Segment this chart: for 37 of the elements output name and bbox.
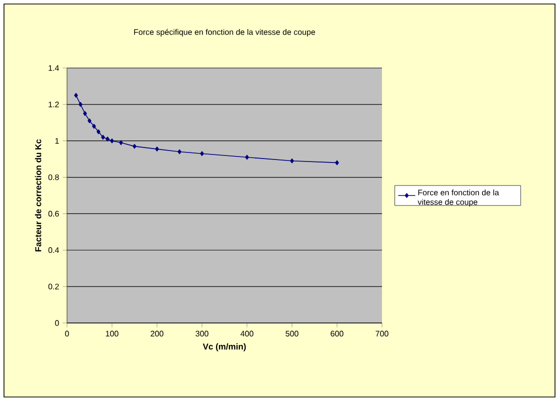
x-tick-label: 100 (106, 330, 118, 336)
x-tick-label: 600 (330, 330, 344, 336)
point (83, 111, 87, 116)
y-tick-label: 0.2 (48, 284, 59, 290)
x-tick-label: 300 (196, 330, 208, 336)
point (290, 158, 294, 164)
y-tick-label: 1.2 (48, 102, 59, 108)
x-tick-label: 500 (286, 330, 298, 336)
x-tick-label: 400 (240, 330, 254, 336)
x-tick-label: 0 (65, 330, 69, 336)
point (101, 134, 105, 140)
point (178, 149, 182, 154)
x-tick-label: 700 (376, 330, 388, 336)
chart-title: Force spécifique en fonction de la vitesse de coupe (134, 28, 316, 36)
y-tick-label: 1.4 (48, 65, 59, 71)
y-tick-label: 1 (55, 138, 59, 144)
point (155, 146, 159, 152)
y-tick-label: 0.8 (48, 174, 59, 180)
point (78, 102, 82, 107)
point (245, 154, 249, 160)
y-tick-label: 0.6 (48, 210, 59, 217)
point (106, 136, 110, 142)
point (335, 160, 339, 166)
x-axis-title: Vc (m/min) (202, 343, 246, 352)
point (132, 144, 136, 149)
y-axis-title: Facteur de correction du Kc (34, 139, 42, 252)
y-tick-label: 0.4 (48, 247, 59, 253)
point (110, 138, 114, 144)
point (96, 129, 100, 134)
y-tick-label: 0 (55, 320, 59, 326)
x-tick-label: 200 (150, 330, 164, 336)
point (92, 124, 96, 129)
point (88, 118, 92, 124)
point (119, 140, 123, 146)
legend-label: Force en fonction de la vitesse de coupe (418, 189, 500, 206)
point (74, 92, 78, 98)
point (200, 151, 204, 156)
